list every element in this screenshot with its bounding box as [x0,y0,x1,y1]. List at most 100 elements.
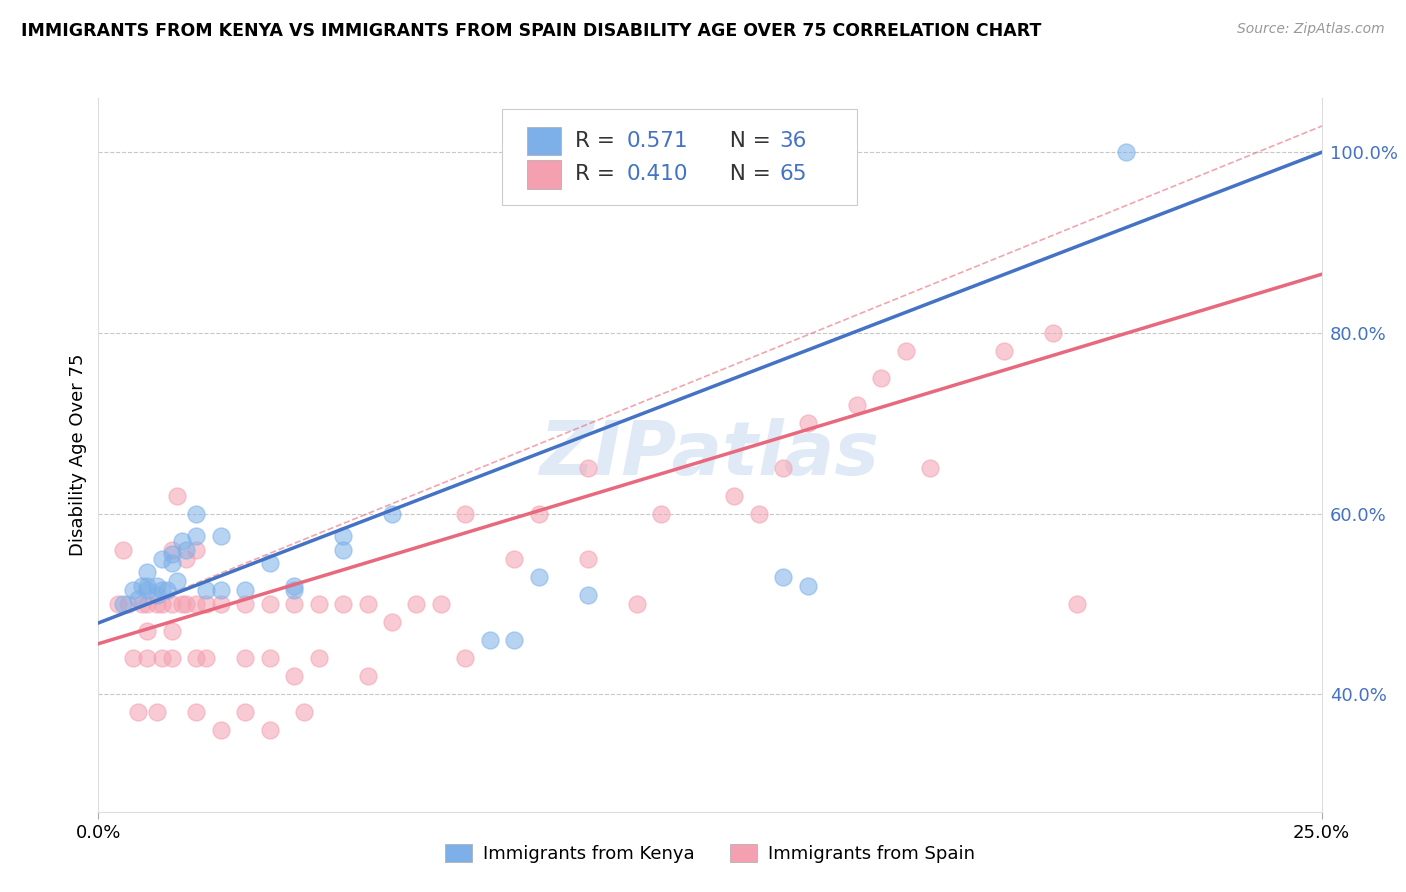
Text: N =: N = [716,164,778,185]
Point [381,615,404,629]
Text: 65: 65 [780,164,807,185]
Point [308,597,330,611]
Point [170,533,193,548]
Point [576,461,599,475]
Point [209,583,232,598]
Point [195,651,218,665]
Legend: Immigrants from Kenya, Immigrants from Spain: Immigrants from Kenya, Immigrants from S… [437,837,983,871]
Point [127,706,149,720]
Point [993,344,1015,359]
Point [136,597,159,611]
Point [160,547,183,561]
FancyBboxPatch shape [502,109,856,205]
Point [166,574,188,589]
Point [160,624,183,638]
Point [356,669,378,683]
Point [121,583,143,598]
Point [650,507,672,521]
Point [131,579,153,593]
Point [405,597,427,611]
Point [150,597,173,611]
Point [430,597,453,611]
Point [259,651,281,665]
Point [894,344,917,359]
Point [195,597,218,611]
Point [381,507,404,521]
Point [332,529,354,543]
FancyBboxPatch shape [527,127,561,155]
Point [186,597,208,611]
Text: 0.571: 0.571 [627,131,689,151]
Point [186,706,208,720]
Point [131,597,153,611]
Point [186,651,208,665]
Text: N =: N = [716,131,778,151]
Point [150,583,173,598]
Point [332,597,354,611]
Point [259,557,281,571]
Point [292,706,315,720]
Text: 0.410: 0.410 [627,164,689,185]
Point [259,597,281,611]
Point [121,651,143,665]
Point [146,579,169,593]
Point [156,583,179,598]
Point [150,651,173,665]
Point [170,597,193,611]
Point [748,507,770,521]
Point [127,592,149,607]
Point [332,542,354,557]
Point [1066,597,1088,611]
Point [283,669,305,683]
Point [160,542,183,557]
Point [136,651,159,665]
Point [186,507,208,521]
Point [136,624,159,638]
Text: Source: ZipAtlas.com: Source: ZipAtlas.com [1237,22,1385,37]
Point [146,588,169,602]
Point [283,579,305,593]
Point [111,542,134,557]
Point [233,651,256,665]
Point [503,551,526,566]
FancyBboxPatch shape [527,161,561,189]
Point [920,461,942,475]
Point [209,723,232,738]
Point [195,583,218,598]
Point [283,583,305,598]
Point [527,570,550,584]
Point [1115,145,1137,160]
Point [356,597,378,611]
Point [176,542,198,557]
Point [176,597,198,611]
Point [136,583,159,598]
Point [209,597,232,611]
Point [233,597,256,611]
Point [186,542,208,557]
Text: R =: R = [575,164,623,185]
Point [160,557,183,571]
Point [160,651,183,665]
Point [259,723,281,738]
Point [454,651,477,665]
Point [166,489,188,503]
Point [136,579,159,593]
Point [111,597,134,611]
Point [146,706,169,720]
Text: 36: 36 [780,131,807,151]
Point [146,597,169,611]
Point [527,507,550,521]
Point [176,551,198,566]
Point [797,417,820,431]
Point [503,633,526,648]
Point [797,579,820,593]
Text: ZIPatlas: ZIPatlas [540,418,880,491]
Point [845,398,868,412]
Point [576,551,599,566]
Point [723,489,745,503]
Point [576,588,599,602]
Point [209,529,232,543]
Point [150,551,173,566]
Point [772,570,794,584]
Point [233,583,256,598]
